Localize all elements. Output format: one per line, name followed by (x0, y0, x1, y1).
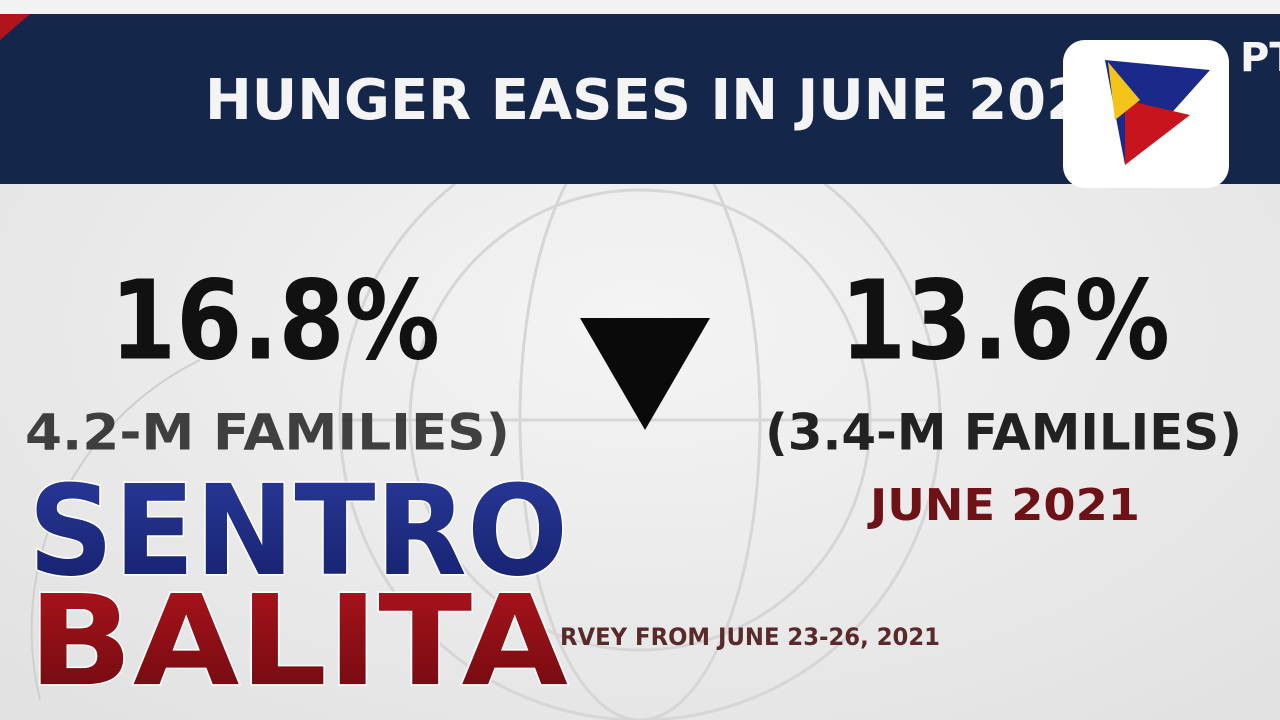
after-period: JUNE 2021 (867, 480, 1140, 531)
show-title-line1: SENTRO (28, 459, 568, 604)
down-arrow (580, 318, 710, 430)
before-families: 4.2-M FAMILIES) (25, 404, 510, 462)
source-note: RVEY FROM JUNE 23-26, 2021 (560, 623, 940, 651)
after-families: (3.4-M FAMILIES) (765, 404, 1242, 462)
top-strip (0, 0, 1280, 14)
before-value: 16.8% (110, 256, 440, 384)
arc-decoration (30, 359, 201, 701)
show-title-line2: BALITA (28, 569, 568, 714)
corner-accent (0, 14, 30, 40)
after-value: 13.6% (840, 256, 1170, 384)
channel-text: PT (1240, 35, 1280, 81)
headline: HUNGER EASES IN JUNE 202 (205, 68, 1085, 133)
channel-logo (1063, 40, 1229, 188)
